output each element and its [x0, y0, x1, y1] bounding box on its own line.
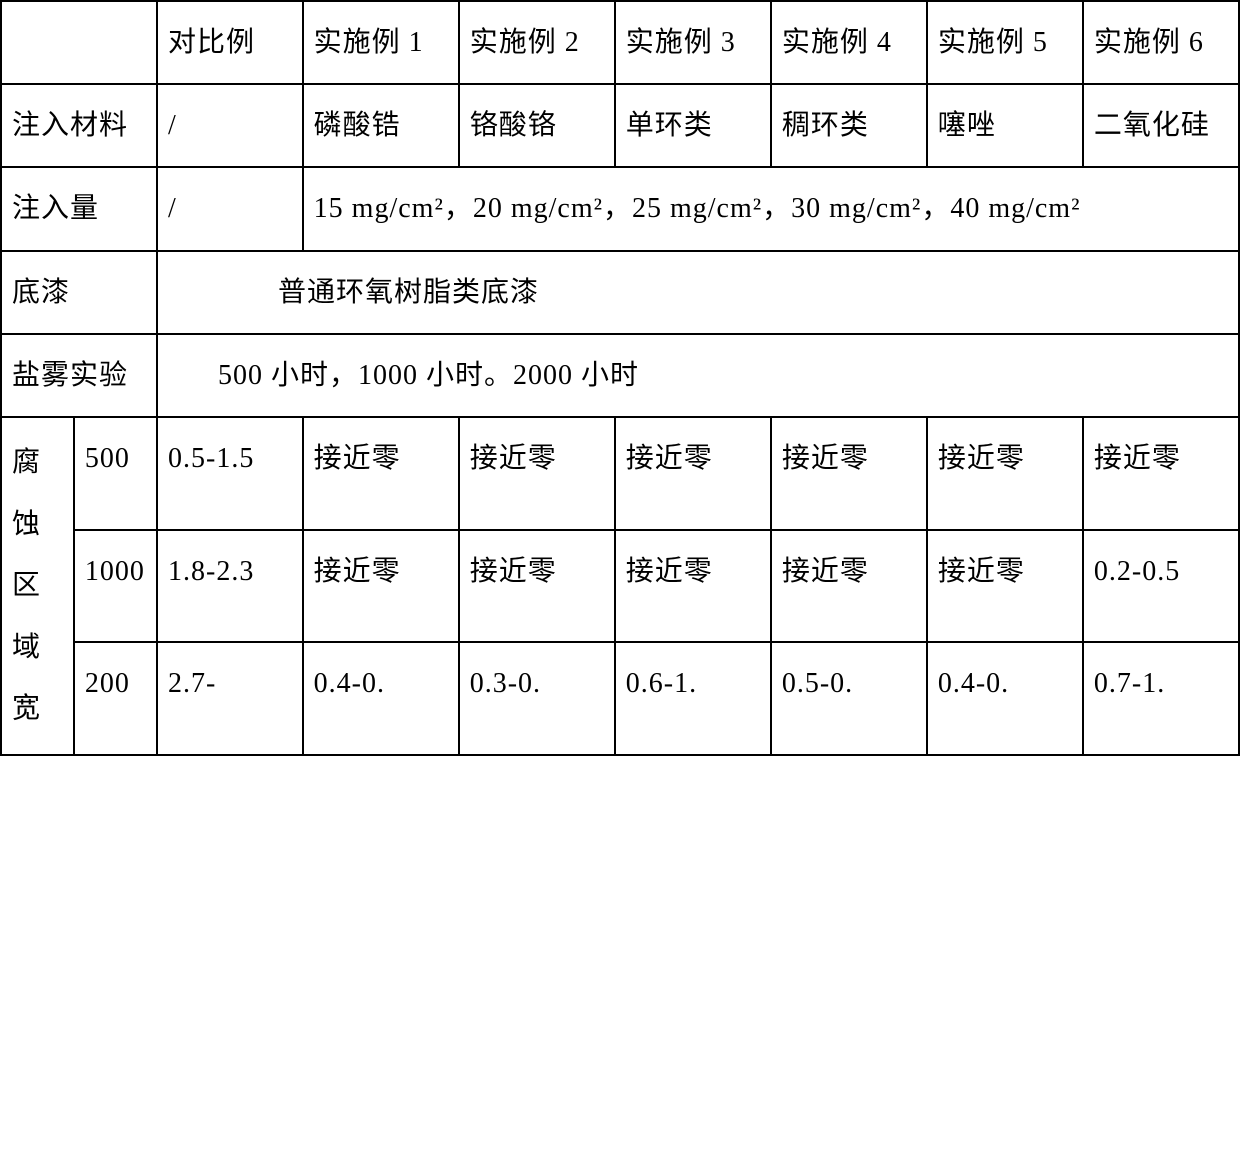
- material-compare: /: [157, 84, 303, 167]
- experiment-table-container: 对比例 实施例 1 实施例 2 实施例 3 实施例 4 实施例 5 实施例 6 …: [0, 0, 1240, 756]
- header-ex3: 实施例 3: [615, 1, 771, 84]
- corrosion-r3-ex6: 0.7-1.: [1083, 642, 1239, 755]
- header-ex5: 实施例 5: [927, 1, 1083, 84]
- corrosion-r1-ex4: 接近零: [771, 417, 927, 530]
- corrosion-r3-ex3: 0.6-1.: [615, 642, 771, 755]
- corrosion-vlabel: 腐蚀区域宽: [1, 417, 74, 755]
- corrosion-r2-ex5: 接近零: [927, 530, 1083, 643]
- material-ex1: 磷酸锆: [303, 84, 459, 167]
- table-row: 200 2.7- 0.4-0. 0.3-0. 0.6-1. 0.5-0. 0.4…: [1, 642, 1239, 755]
- amount-label: 注入量: [1, 167, 157, 250]
- corrosion-time-500: 500: [74, 417, 157, 530]
- corrosion-r1-ex5: 接近零: [927, 417, 1083, 530]
- corrosion-r2-ex3: 接近零: [615, 530, 771, 643]
- material-label: 注入材料: [1, 84, 157, 167]
- header-ex1: 实施例 1: [303, 1, 459, 84]
- amount-compare: /: [157, 167, 303, 250]
- header-ex2: 实施例 2: [459, 1, 615, 84]
- table-row: 1000 1.8-2.3 接近零 接近零 接近零 接近零 接近零 0.2-0.5: [1, 530, 1239, 643]
- header-compare: 对比例: [157, 1, 303, 84]
- corrosion-time-200: 200: [74, 642, 157, 755]
- primer-label: 底漆: [1, 251, 157, 334]
- corrosion-r2-ex6: 0.2-0.5: [1083, 530, 1239, 643]
- corrosion-r3-ex1: 0.4-0.: [303, 642, 459, 755]
- corrosion-r3-ex5: 0.4-0.: [927, 642, 1083, 755]
- corrosion-r2-compare: 1.8-2.3: [157, 530, 303, 643]
- corrosion-r2-ex2: 接近零: [459, 530, 615, 643]
- amount-merged: 15 mg/cm²，20 mg/cm²，25 mg/cm²，30 mg/cm²，…: [303, 167, 1239, 250]
- corrosion-r3-compare: 2.7-: [157, 642, 303, 755]
- corrosion-r2-ex1: 接近零: [303, 530, 459, 643]
- corrosion-r1-ex2: 接近零: [459, 417, 615, 530]
- salt-label: 盐雾实验: [1, 334, 157, 417]
- material-ex2: 铬酸铬: [459, 84, 615, 167]
- corrosion-time-1000: 1000: [74, 530, 157, 643]
- table-row: 注入量 / 15 mg/cm²，20 mg/cm²，25 mg/cm²，30 m…: [1, 167, 1239, 250]
- corrosion-r1-ex3: 接近零: [615, 417, 771, 530]
- material-ex5: 噻唑: [927, 84, 1083, 167]
- salt-merged: 500 小时，1000 小时。2000 小时: [157, 334, 1239, 417]
- material-ex3: 单环类: [615, 84, 771, 167]
- corrosion-r1-compare: 0.5-1.5: [157, 417, 303, 530]
- table-row: 盐雾实验 500 小时，1000 小时。2000 小时: [1, 334, 1239, 417]
- header-ex6: 实施例 6: [1083, 1, 1239, 84]
- material-ex6: 二氧化硅: [1083, 84, 1239, 167]
- header-blank: [1, 1, 157, 84]
- experiment-table: 对比例 实施例 1 实施例 2 实施例 3 实施例 4 实施例 5 实施例 6 …: [0, 0, 1240, 756]
- corrosion-r3-ex2: 0.3-0.: [459, 642, 615, 755]
- corrosion-r1-ex1: 接近零: [303, 417, 459, 530]
- corrosion-r3-ex4: 0.5-0.: [771, 642, 927, 755]
- material-ex4: 稠环类: [771, 84, 927, 167]
- table-row: 注入材料 / 磷酸锆 铬酸铬 单环类 稠环类 噻唑 二氧化硅: [1, 84, 1239, 167]
- primer-merged: 普通环氧树脂类底漆: [157, 251, 1239, 334]
- table-row: 对比例 实施例 1 实施例 2 实施例 3 实施例 4 实施例 5 实施例 6: [1, 1, 1239, 84]
- header-ex4: 实施例 4: [771, 1, 927, 84]
- corrosion-r2-ex4: 接近零: [771, 530, 927, 643]
- table-row: 底漆 普通环氧树脂类底漆: [1, 251, 1239, 334]
- table-row: 腐蚀区域宽 500 0.5-1.5 接近零 接近零 接近零 接近零 接近零 接近…: [1, 417, 1239, 530]
- corrosion-r1-ex6: 接近零: [1083, 417, 1239, 530]
